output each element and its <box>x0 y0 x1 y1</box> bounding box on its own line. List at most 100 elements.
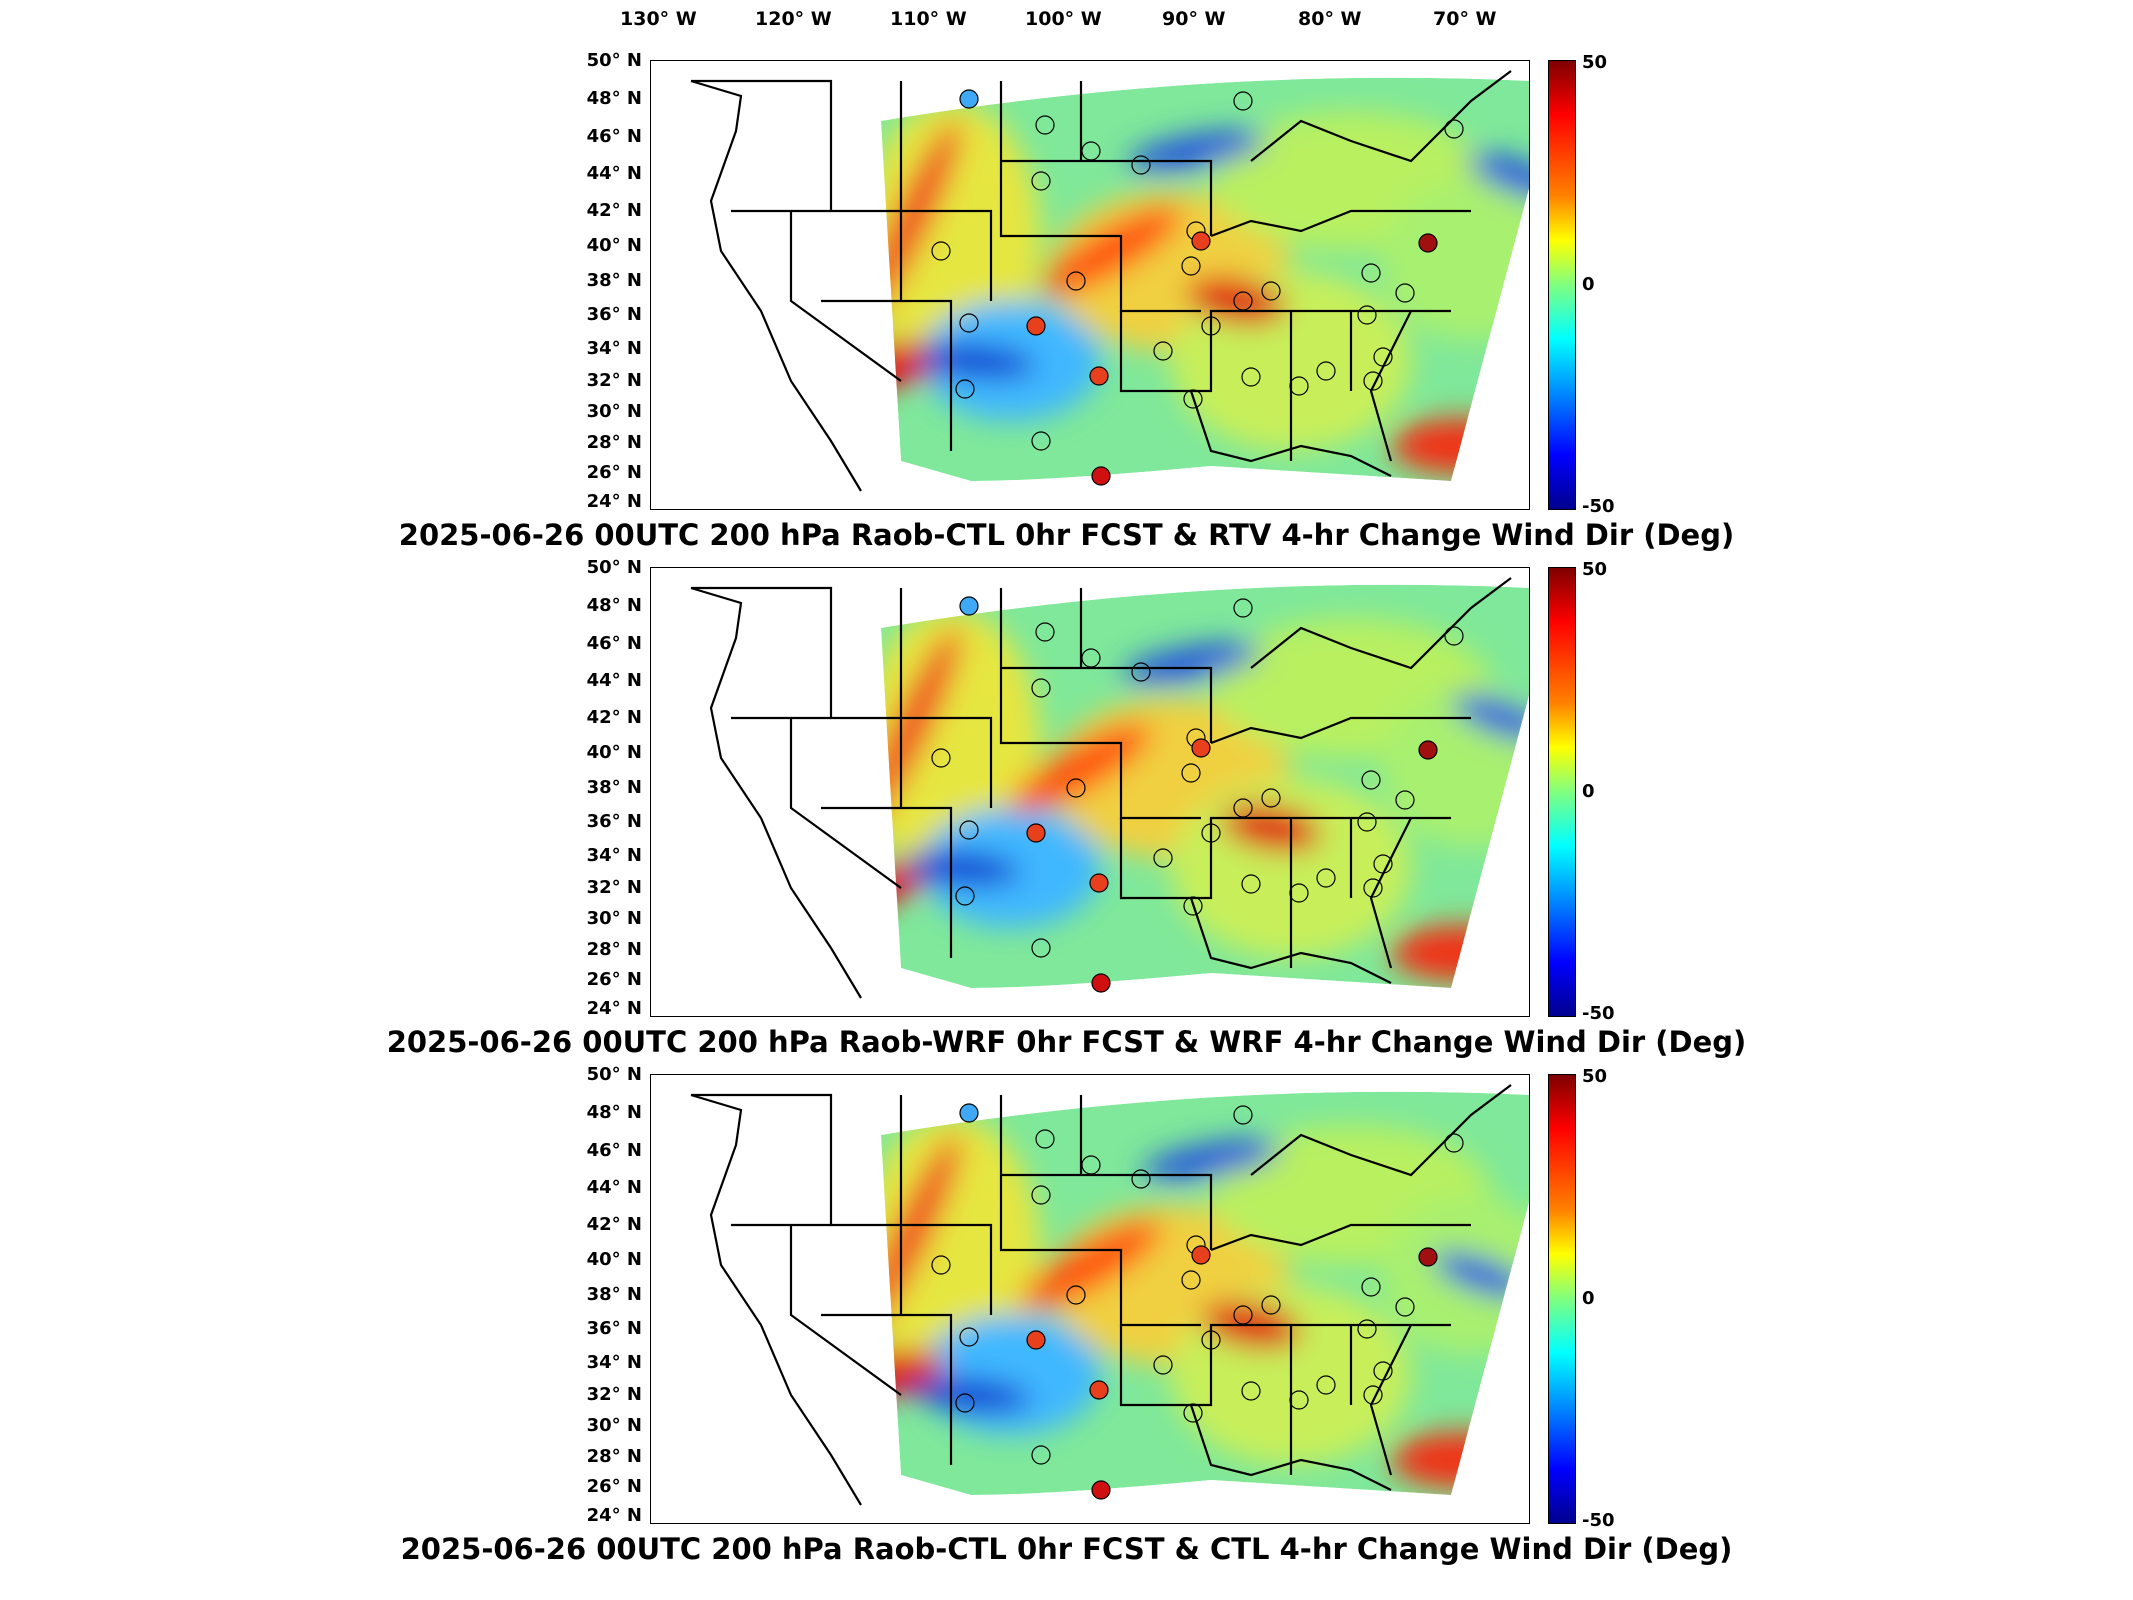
raob-station-marker <box>1066 778 1086 798</box>
lat-label: 30° N <box>586 908 642 929</box>
raob-station-marker <box>1191 231 1211 251</box>
lat-label: 50° N <box>586 50 642 71</box>
raob-station-marker <box>1031 1185 1051 1205</box>
lon-label: 130° W <box>620 8 697 30</box>
raob-station-marker <box>959 596 979 616</box>
raob-station-marker <box>1373 854 1393 874</box>
raob-station-marker <box>1233 91 1253 111</box>
lat-label: 34° N <box>586 338 642 359</box>
lat-label: 30° N <box>586 1415 642 1436</box>
raob-station-marker <box>1066 271 1086 291</box>
lat-label: 42° N <box>586 1214 642 1235</box>
raob-station-marker <box>1233 1305 1253 1325</box>
lat-label: 34° N <box>586 845 642 866</box>
boundary-line <box>1189 390 1392 477</box>
boundary-line <box>1250 577 1512 670</box>
raob-station-marker <box>959 1327 979 1347</box>
raob-station-marker <box>1357 1319 1377 1339</box>
lat-label: 48° N <box>586 595 642 616</box>
raob-station-marker <box>959 1103 979 1123</box>
raob-station-marker <box>1261 1295 1281 1315</box>
boundary-line <box>821 81 953 451</box>
raob-station-marker <box>1089 1380 1109 1400</box>
boundary-line <box>731 716 902 889</box>
boundary-line <box>690 79 862 492</box>
lat-label: 28° N <box>586 939 642 960</box>
raob-station-marker <box>1131 155 1151 175</box>
colorbar <box>1548 567 1576 1017</box>
boundary-line <box>1001 81 1213 236</box>
raob-station-marker <box>1316 361 1336 381</box>
lat-label: 38° N <box>586 777 642 798</box>
raob-station-marker <box>931 748 951 768</box>
lat-label: 28° N <box>586 432 642 453</box>
lat-label: 50° N <box>586 557 642 578</box>
raob-station-marker <box>1183 896 1203 916</box>
raob-station-marker <box>955 886 975 906</box>
lat-label: 40° N <box>586 742 642 763</box>
boundary-line <box>1250 70 1512 163</box>
raob-station-marker <box>1035 622 1055 642</box>
raob-station-marker <box>1191 738 1211 758</box>
lat-label: 28° N <box>586 1446 642 1467</box>
raob-station-marker <box>959 820 979 840</box>
raob-station-marker <box>1241 367 1261 387</box>
raob-station-marker <box>1373 1361 1393 1381</box>
raob-station-marker <box>1373 347 1393 367</box>
raob-station-marker <box>955 379 975 399</box>
boundary-line <box>999 81 1201 313</box>
boundary-line <box>1289 1324 1412 1476</box>
colorbar-mid-label: 0 <box>1582 1288 1595 1309</box>
wind-direction-field <box>690 577 1529 999</box>
map-plot <box>650 60 1530 510</box>
lat-label: 26° N <box>586 969 642 990</box>
raob-station-marker <box>1357 305 1377 325</box>
boundary-line <box>1001 588 1213 743</box>
raob-station-marker <box>1081 1155 1101 1175</box>
lat-label: 46° N <box>586 1140 642 1161</box>
colorbar-min-label: -50 <box>1582 496 1615 517</box>
lon-label: 90° W <box>1162 8 1226 30</box>
boundary-line <box>1210 209 1471 238</box>
raob-station-marker <box>1289 883 1309 903</box>
raob-station-marker <box>1241 874 1261 894</box>
colorbar-max-label: 50 <box>1582 52 1608 73</box>
raob-station-marker <box>1363 371 1383 391</box>
raob-station-marker <box>1316 1375 1336 1395</box>
raob-station-marker <box>1233 291 1253 311</box>
raob-station-marker <box>1316 868 1336 888</box>
lon-label: 120° W <box>755 8 832 30</box>
raob-station-marker <box>1233 598 1253 618</box>
raob-station-marker <box>1201 1330 1221 1350</box>
lat-label: 50° N <box>586 1064 642 1085</box>
raob-station-marker <box>1181 763 1201 783</box>
lat-label: 32° N <box>586 1384 642 1405</box>
raob-station-marker <box>1026 823 1046 843</box>
raob-station-marker <box>1031 431 1051 451</box>
boundary-line <box>999 1095 1201 1327</box>
lat-label: 24° N <box>586 491 642 512</box>
raob-station-marker <box>1091 466 1111 486</box>
lon-label: 80° W <box>1298 8 1362 30</box>
boundary-line <box>1210 716 1471 745</box>
raob-station-marker <box>1201 316 1221 336</box>
raob-station-marker <box>1418 740 1438 760</box>
colorbar-mid-label: 0 <box>1582 274 1595 295</box>
lat-label: 24° N <box>586 1505 642 1526</box>
raob-station-marker <box>1201 823 1221 843</box>
raob-station-marker <box>1361 263 1381 283</box>
lon-label: 70° W <box>1433 8 1497 30</box>
raob-station-marker <box>1035 1129 1055 1149</box>
raob-station-marker <box>1089 366 1109 386</box>
boundary-line <box>731 209 902 382</box>
raob-station-marker <box>1395 790 1415 810</box>
lat-label: 42° N <box>586 200 642 221</box>
raob-station-marker <box>955 1393 975 1413</box>
colorbar <box>1548 1074 1576 1524</box>
lat-label: 48° N <box>586 88 642 109</box>
raob-station-marker <box>959 89 979 109</box>
map-caption: 2025-06-26 00UTC 200 hPa Raob-CTL 0hr FC… <box>400 1532 1733 1566</box>
raob-station-marker <box>1233 798 1253 818</box>
raob-station-marker <box>1026 316 1046 336</box>
raob-station-marker <box>1181 1270 1201 1290</box>
